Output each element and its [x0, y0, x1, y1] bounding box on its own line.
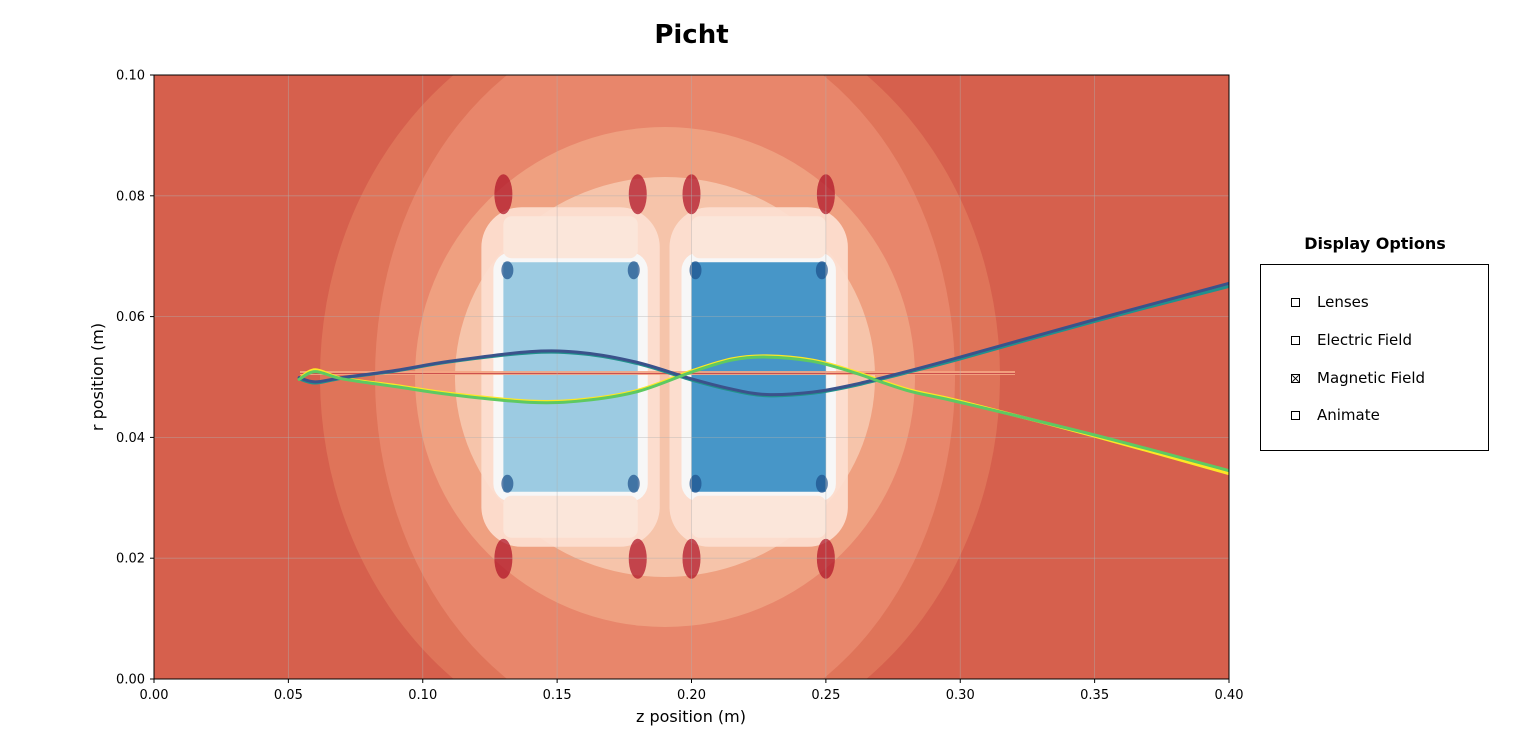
x-tick-label: 0.10 [408, 688, 437, 703]
field-hotspot [494, 538, 513, 579]
trajectory-line-3 [297, 281, 1229, 397]
x-tick-label: 0.40 [1215, 688, 1244, 703]
magnetic-lens-1 [481, 174, 660, 579]
field-hotspot [494, 174, 513, 215]
y-tick-label: 0.06 [116, 310, 145, 325]
y-tick-label: 0.10 [116, 69, 145, 84]
lens-layer [481, 174, 848, 579]
x-axis-label: z position (m) [636, 707, 746, 726]
lens-pole-bottom [503, 495, 638, 538]
y-axis: 0.00 0.02 0.04 0.06 0.08 0.10 [116, 69, 154, 688]
y-tick-label: 0.04 [116, 431, 145, 446]
lens-pole-top [503, 216, 638, 259]
lens-corner [689, 261, 702, 280]
x-tick-label: 0.00 [140, 688, 169, 703]
lens-corner [627, 261, 640, 280]
magnetic-lens-2 [669, 174, 848, 579]
lens-corner [627, 474, 640, 493]
x-axis: 0.00 0.05 0.10 0.15 0.20 0.25 0.30 0.35 0.40 [140, 679, 1244, 703]
lens-corner [501, 261, 514, 280]
x-tick-label: 0.05 [274, 688, 303, 703]
lens-core [691, 262, 826, 492]
chart-title: Picht [654, 20, 729, 50]
animate-checkbox[interactable] [1291, 410, 1300, 420]
x-tick-label: 0.30 [946, 688, 975, 703]
display-options-panel: Lenses Electric Field Magnetic Field Ani… [1260, 264, 1489, 451]
y-tick-label: 0.08 [116, 189, 145, 204]
y-axis-label: r position (m) [88, 323, 107, 431]
lens-pole-bottom [691, 495, 826, 538]
y-tick-label: 0.02 [116, 552, 145, 567]
axis-beam-core [300, 373, 1015, 374]
x-tick-label: 0.15 [543, 688, 572, 703]
option-label: Electric Field [1317, 331, 1412, 349]
lens-pole-top [691, 216, 826, 259]
trajectory-line-4 [297, 355, 1229, 473]
x-tick-label: 0.25 [811, 688, 840, 703]
y-tick-label: 0.00 [116, 673, 145, 688]
field-hotspot [628, 174, 647, 215]
option-label: Magnetic Field [1317, 369, 1426, 387]
electric-field-checkbox[interactable] [1291, 335, 1300, 345]
lens-corner [815, 261, 828, 280]
option-label: Lenses [1317, 293, 1369, 311]
field-hotspot [628, 538, 647, 579]
magnetic-field-checkbox[interactable] [1291, 373, 1300, 383]
lens-core [503, 262, 638, 492]
lenses-checkbox[interactable] [1291, 297, 1300, 307]
trajectories [297, 281, 1229, 476]
lens-corner [501, 474, 514, 493]
x-tick-label: 0.35 [1080, 688, 1109, 703]
lens-corner [689, 474, 702, 493]
display-options-title: Display Options [1304, 234, 1446, 253]
lens-corner [815, 474, 828, 493]
x-tick-label: 0.20 [677, 688, 706, 703]
option-label: Animate [1317, 406, 1380, 424]
grid [154, 75, 1229, 679]
